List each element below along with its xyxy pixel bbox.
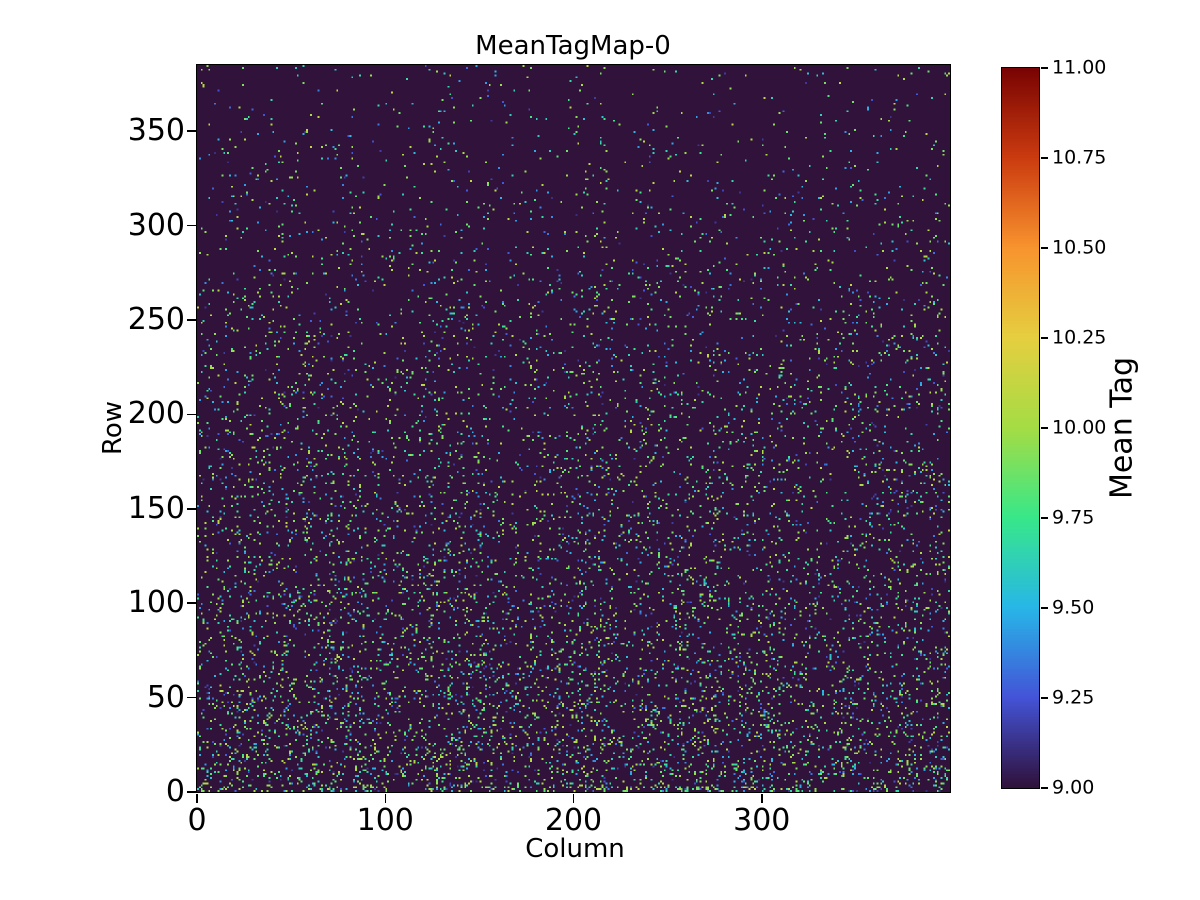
colorbar-tick-label: 10.00 (1052, 416, 1107, 439)
y-tick (186, 696, 196, 699)
x-tick (196, 793, 198, 803)
y-tick (186, 319, 196, 321)
y-tick (186, 508, 196, 510)
colorbar-tick (1040, 337, 1048, 339)
colorbar-tick (1040, 427, 1048, 429)
y-axis-label: Row (98, 400, 128, 456)
x-tick (572, 793, 575, 803)
x-axis-label: Column (525, 834, 625, 864)
y-tick-label: 200 (127, 396, 185, 432)
colorbar-tick (1040, 517, 1048, 519)
y-tick (186, 224, 196, 227)
plot-title: MeanTagMap-0 (475, 31, 671, 61)
y-tick (186, 130, 196, 132)
colorbar-tick-label: 9.50 (1052, 596, 1095, 619)
y-tick-label: 250 (127, 301, 185, 337)
plot-area (195, 63, 951, 793)
colorbar-tick-label: 10.25 (1052, 326, 1107, 349)
x-tick (384, 793, 386, 803)
y-tick-label: 300 (127, 207, 185, 243)
x-tick-label: 0 (187, 803, 207, 838)
colorbar-tick-label: 11.00 (1052, 56, 1107, 79)
y-tick (186, 413, 196, 416)
colorbar-tick (1040, 247, 1048, 249)
y-tick (186, 602, 196, 604)
colorbar-tick-label: 9.25 (1052, 686, 1095, 709)
y-tick-label: 150 (127, 490, 185, 526)
heatmap-canvas (196, 64, 950, 792)
colorbar-tick (1040, 787, 1048, 789)
y-tick-label: 50 (146, 679, 185, 715)
colorbar-canvas (1001, 67, 1039, 788)
colorbar-tick-label: 10.50 (1052, 236, 1107, 259)
x-tick-label: 100 (356, 803, 414, 838)
colorbar-tick-label: 9.75 (1052, 506, 1095, 529)
colorbar-tick (1040, 697, 1048, 699)
colorbar-tick-label: 10.75 (1052, 146, 1107, 169)
x-tick-label: 200 (544, 803, 603, 838)
x-tick (761, 793, 763, 803)
y-tick-label: 100 (127, 585, 185, 621)
colorbar-label: Mean Tag (1104, 356, 1140, 500)
x-tick-label: 300 (733, 803, 791, 838)
colorbar-tick (1040, 607, 1048, 609)
y-tick-label: 350 (127, 113, 185, 149)
colorbar-tick (1040, 67, 1048, 69)
y-tick-label: 0 (165, 774, 185, 809)
y-tick (186, 791, 196, 793)
colorbar-tick (1040, 157, 1048, 159)
colorbar (1000, 66, 1040, 789)
colorbar-tick-label: 9.00 (1052, 776, 1095, 799)
